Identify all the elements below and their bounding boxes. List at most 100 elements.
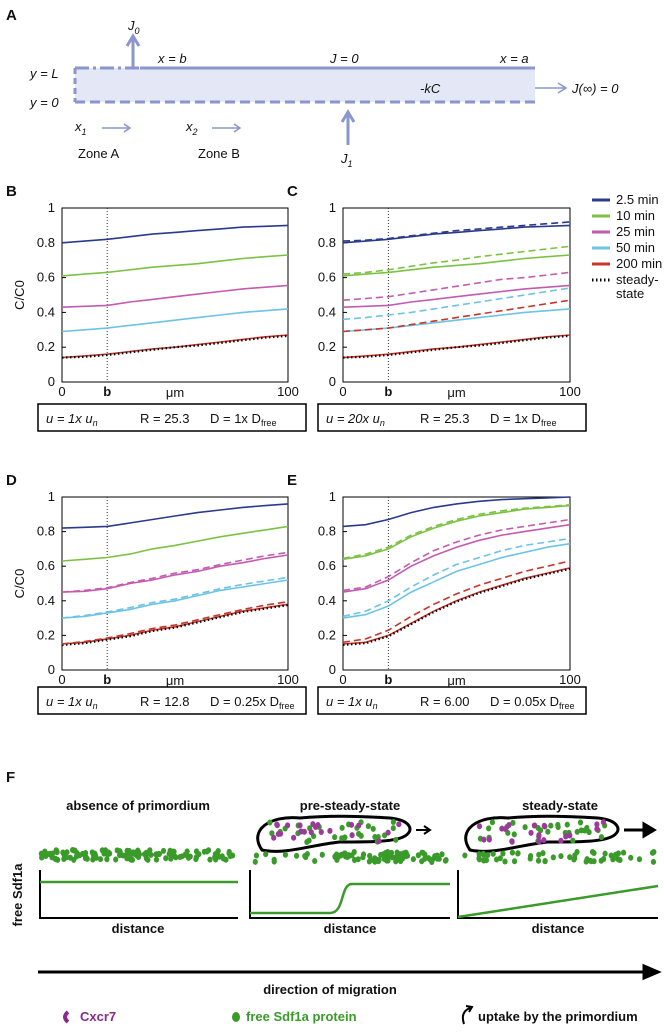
caption-sub: n — [380, 418, 385, 428]
dot — [193, 854, 200, 861]
caption-part: u = 1x u — [46, 411, 93, 426]
dot — [522, 824, 528, 831]
caption: D = 1x Dfree — [490, 411, 556, 428]
dot — [594, 825, 600, 832]
legend-label: uptake by the primordium — [478, 1009, 638, 1024]
dot — [535, 857, 542, 864]
dot — [510, 819, 516, 826]
dot — [393, 836, 399, 843]
y-tick-label: 0.4 — [37, 304, 55, 319]
dot — [550, 854, 556, 861]
x-tick-label: 100 — [277, 384, 299, 399]
dot — [356, 822, 362, 829]
x-tick-label: 100 — [559, 384, 581, 399]
series-line — [342, 308, 571, 333]
dot — [636, 856, 643, 863]
section-title: absence of primordium — [66, 798, 210, 813]
dot — [536, 838, 542, 845]
legend-label-part: state — [616, 286, 644, 301]
arrow — [624, 821, 657, 839]
section-title: steady-state — [522, 798, 598, 813]
caption-part: D = 1x D — [490, 411, 541, 426]
label: y = L — [29, 66, 59, 81]
label-sub: 1 — [82, 127, 87, 137]
x-tick-label: 0 — [339, 384, 346, 399]
dot — [301, 828, 307, 835]
series-line — [342, 567, 571, 645]
label: x1 — [74, 119, 87, 137]
caption-sub: n — [93, 418, 98, 428]
dot — [615, 850, 621, 857]
dot — [274, 821, 280, 828]
dot — [306, 837, 312, 844]
dot — [310, 821, 316, 828]
dot — [555, 821, 561, 828]
curve — [457, 884, 659, 919]
plot-frame — [61, 496, 289, 671]
panel-label: D — [6, 472, 17, 489]
y-tick-label: 0 — [329, 374, 336, 389]
caption-sub: free — [541, 418, 557, 428]
y-tick-label: 0.8 — [37, 524, 55, 539]
panel-label: B — [6, 183, 17, 200]
dot — [163, 855, 169, 862]
caption-sub: free — [261, 418, 277, 428]
dot — [489, 819, 496, 826]
dot — [298, 828, 304, 835]
dot — [483, 857, 490, 864]
caption-box — [37, 403, 307, 432]
dot — [319, 851, 325, 858]
label-sub: 0 — [135, 26, 140, 36]
series-line — [342, 245, 571, 275]
x-tick-label: 0 — [58, 672, 65, 687]
dot — [443, 856, 449, 863]
dot — [610, 856, 616, 863]
series-line — [342, 504, 571, 561]
panel-label: C — [287, 183, 298, 200]
label-main: J — [127, 18, 135, 33]
x-tick-label: b — [384, 672, 392, 687]
dot — [567, 854, 573, 861]
dot — [531, 822, 537, 829]
label-main: J — [340, 151, 348, 166]
dot — [271, 834, 277, 841]
dot — [143, 849, 149, 856]
dot — [480, 850, 486, 857]
legend-label: 2.5 min — [616, 192, 659, 207]
dot — [485, 851, 491, 858]
dot — [490, 850, 496, 857]
dot — [376, 838, 382, 845]
label: Zone B — [198, 146, 240, 161]
dot — [348, 821, 355, 828]
dot — [410, 856, 416, 863]
dot — [370, 825, 376, 832]
x-tick-label: b — [384, 384, 392, 399]
dot — [351, 856, 358, 863]
dot — [602, 850, 608, 857]
dot — [293, 852, 300, 859]
y-tick-label: 0.2 — [37, 627, 55, 642]
dot — [171, 848, 177, 855]
y-tick-label: 1 — [329, 489, 336, 504]
dot — [499, 825, 505, 832]
label: Zone A — [78, 146, 120, 161]
dot — [129, 856, 136, 863]
series-line — [61, 576, 289, 619]
series-line — [61, 579, 289, 619]
y-tick-label: 0 — [329, 662, 336, 677]
dot — [63, 854, 69, 861]
dot — [567, 832, 573, 839]
panel-label: F — [6, 769, 15, 786]
dot — [570, 837, 576, 844]
caption: u = 1x un — [46, 411, 98, 428]
dot — [215, 848, 221, 855]
dot — [271, 856, 277, 863]
dot — [124, 847, 130, 854]
caption-part: u = 1x u — [46, 694, 93, 709]
dot — [212, 856, 219, 863]
dot — [227, 853, 234, 860]
dot — [486, 836, 492, 843]
caption-box — [317, 403, 587, 432]
